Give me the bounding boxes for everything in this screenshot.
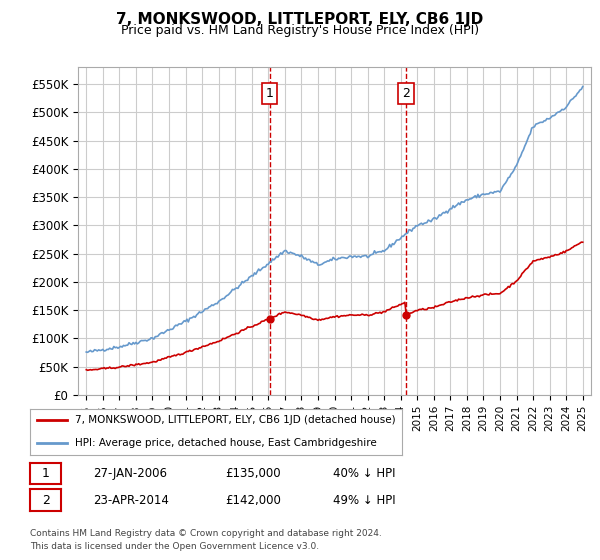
Text: Price paid vs. HM Land Registry's House Price Index (HPI): Price paid vs. HM Land Registry's House … — [121, 24, 479, 37]
Text: 23-APR-2014: 23-APR-2014 — [93, 493, 169, 507]
Text: 1: 1 — [41, 467, 50, 480]
Text: £142,000: £142,000 — [225, 493, 281, 507]
Text: 27-JAN-2006: 27-JAN-2006 — [93, 467, 167, 480]
Text: £135,000: £135,000 — [225, 467, 281, 480]
Text: HPI: Average price, detached house, East Cambridgeshire: HPI: Average price, detached house, East… — [74, 438, 376, 448]
Text: 49% ↓ HPI: 49% ↓ HPI — [333, 493, 395, 507]
Text: 7, MONKSWOOD, LITTLEPORT, ELY, CB6 1JD (detached house): 7, MONKSWOOD, LITTLEPORT, ELY, CB6 1JD (… — [74, 416, 395, 425]
Text: 2: 2 — [402, 87, 410, 100]
Text: 40% ↓ HPI: 40% ↓ HPI — [333, 467, 395, 480]
Text: 2: 2 — [41, 493, 50, 507]
Text: 1: 1 — [266, 87, 274, 100]
Text: This data is licensed under the Open Government Licence v3.0.: This data is licensed under the Open Gov… — [30, 542, 319, 551]
Text: 7, MONKSWOOD, LITTLEPORT, ELY, CB6 1JD: 7, MONKSWOOD, LITTLEPORT, ELY, CB6 1JD — [116, 12, 484, 27]
Text: Contains HM Land Registry data © Crown copyright and database right 2024.: Contains HM Land Registry data © Crown c… — [30, 529, 382, 538]
